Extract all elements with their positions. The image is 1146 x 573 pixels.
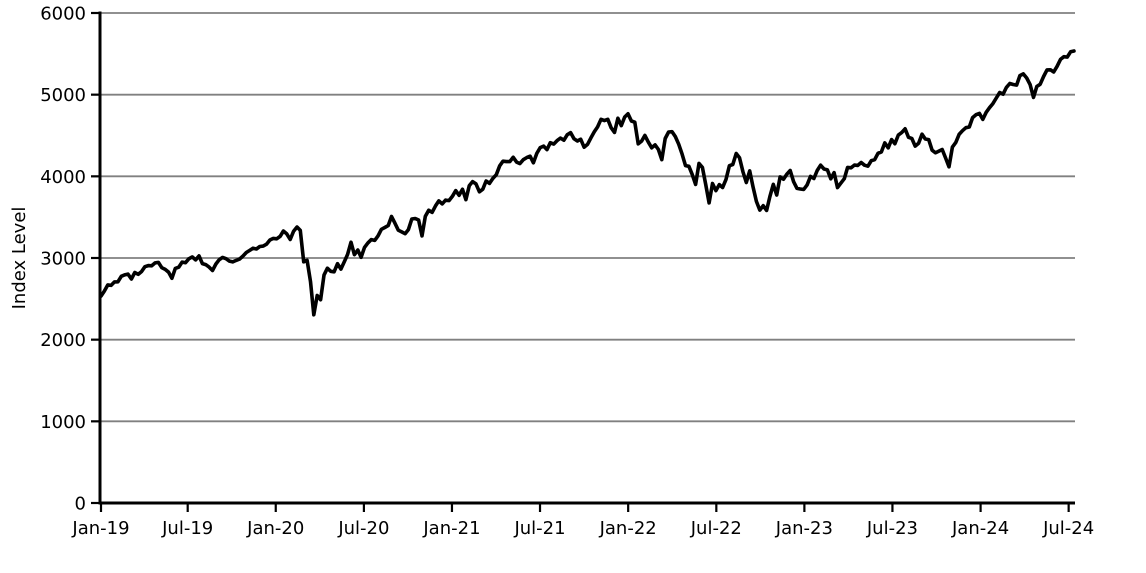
tick-marks [91,11,1070,512]
x-tick-label-Jul-20: Jul-20 [337,518,389,539]
tick-labels: 0 1000 2000 3000 4000 5000 6000 Jan-19 Jul-19 Jan… [40,4,1094,540]
x-tick-label-Jul-24: Jul-24 [1042,518,1094,539]
series-line [99,49,1076,317]
x-tick-label-Jul-23: Jul-23 [866,518,918,539]
x-tick-label-Jan-21: Jan-21 [422,518,480,539]
x-tick-label-Jan-19: Jan-19 [71,518,129,539]
gridlines [100,12,1075,423]
y-tick-label-5000: 5000 [40,85,86,106]
y-tick-label-0: 0 [75,494,86,515]
y-axis-title: Index Level [9,207,30,310]
x-tick-label-Jan-24: Jan-24 [951,518,1009,539]
x-tick-label-Jul-21: Jul-21 [513,518,565,539]
x-tick-label-Jul-19: Jul-19 [161,518,213,539]
y-tick-label-2000: 2000 [40,330,86,351]
x-tick-label-Jan-23: Jan-23 [775,518,833,539]
y-tick-label-1000: 1000 [40,412,86,433]
x-tick-label-Jan-22: Jan-22 [599,518,657,539]
x-tick-label-Jan-20: Jan-20 [246,518,304,539]
y-tick-label-4000: 4000 [40,167,86,188]
y-tick-label-3000: 3000 [40,249,86,270]
x-tick-label-Jul-22: Jul-22 [690,518,742,539]
y-tick-label-6000: 6000 [40,4,86,25]
